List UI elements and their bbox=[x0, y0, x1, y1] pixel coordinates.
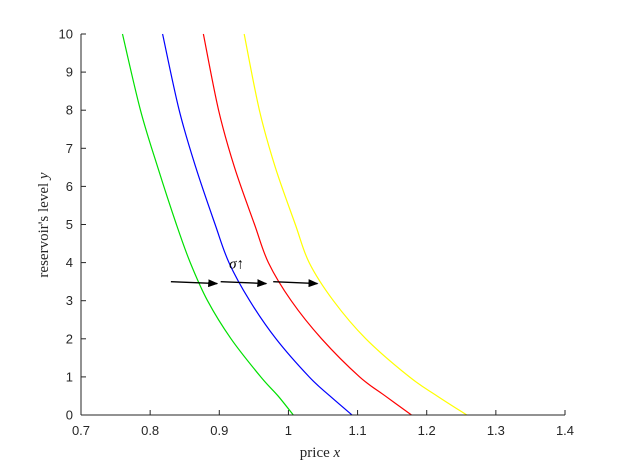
curve-3 bbox=[202, 33, 412, 416]
y-tick-label: 3 bbox=[66, 293, 73, 308]
x-axis-label-var: x bbox=[333, 445, 341, 461]
x-axis-label-text: price bbox=[300, 445, 334, 461]
x-tick-label: 1.4 bbox=[556, 423, 574, 438]
y-axis-label: reservoir's level y bbox=[36, 172, 52, 278]
x-tick-label: 1.2 bbox=[418, 423, 436, 438]
curve-4 bbox=[243, 33, 468, 416]
y-axis-label-var: y bbox=[36, 172, 52, 181]
y-tick-label: 0 bbox=[66, 408, 73, 423]
shift-arrow-3 bbox=[273, 279, 319, 288]
y-axis-label-text: reservoir's level bbox=[36, 179, 52, 278]
sigma-annotation: σ↑ bbox=[229, 256, 244, 272]
sigma-symbol: σ bbox=[229, 256, 237, 272]
curve-1 bbox=[121, 33, 294, 416]
y-tick-label: 5 bbox=[66, 217, 73, 232]
x-tick-label: 0.8 bbox=[141, 423, 159, 438]
axes bbox=[80, 34, 565, 416]
up-arrow-symbol: ↑ bbox=[237, 256, 245, 272]
x-tick-label: 0.7 bbox=[72, 423, 90, 438]
curve-2 bbox=[162, 33, 353, 416]
y-tick-label: 2 bbox=[66, 331, 73, 346]
y-tick-label: 6 bbox=[66, 179, 73, 194]
shift-arrow-2 bbox=[220, 279, 268, 288]
x-tick-label: 1.3 bbox=[487, 423, 505, 438]
x-tick-label: 1 bbox=[285, 423, 292, 438]
y-ticks: 0 1 2 3 4 5 6 7 8 9 10 bbox=[59, 27, 86, 423]
y-tick-label: 9 bbox=[66, 65, 73, 80]
series-layer bbox=[121, 33, 468, 416]
x-tick-label: 1.1 bbox=[349, 423, 367, 438]
y-tick-label: 8 bbox=[66, 103, 73, 118]
arrow-layer bbox=[170, 279, 319, 288]
x-axis-label: price x bbox=[300, 445, 341, 461]
x-tick-label: 0.9 bbox=[210, 423, 228, 438]
y-tick-label: 10 bbox=[59, 27, 73, 42]
y-tick-label: 7 bbox=[66, 141, 73, 156]
y-tick-label: 4 bbox=[66, 255, 73, 270]
x-ticks: 0.7 0.8 0.9 1 1.1 1.2 1.3 1.4 bbox=[72, 410, 574, 438]
y-tick-label: 1 bbox=[66, 369, 73, 384]
shift-arrow-1 bbox=[170, 279, 219, 288]
